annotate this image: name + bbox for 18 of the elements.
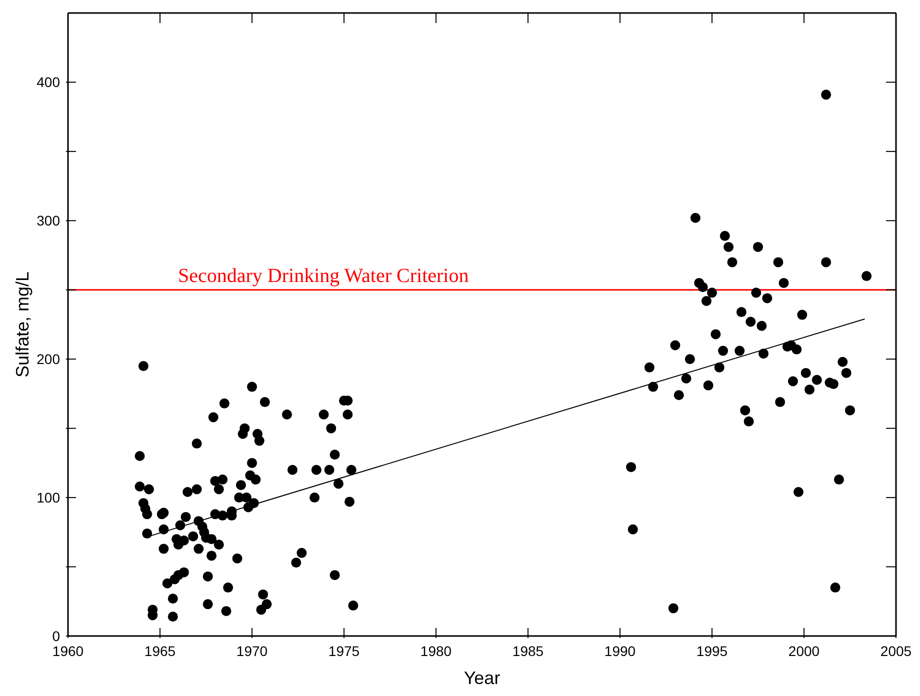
y-tick-label: 0: [52, 628, 60, 644]
x-tick-label: 1975: [328, 643, 360, 659]
x-tick-label: 1980: [420, 643, 452, 659]
x-tick-label: 1960: [52, 643, 84, 659]
y-tick-label: 300: [36, 212, 60, 229]
x-tick-label: 1965: [144, 643, 176, 659]
x-tick-label: 1990: [604, 643, 636, 659]
x-tick-label: 1970: [236, 643, 268, 659]
y-axis-title: Sulfate, mg/L: [12, 271, 32, 378]
x-tick-label: 1985: [512, 643, 544, 659]
x-axis-title: Year: [464, 668, 500, 688]
y-tick-label: 100: [36, 490, 60, 506]
y-tick-label: 200: [36, 351, 60, 368]
x-tick-label: 2000: [788, 643, 820, 659]
y-tick-label: 400: [36, 74, 60, 90]
ref-line-label: Secondary Drinking Water Criterion: [178, 264, 469, 287]
x-tick-label: 1995: [696, 643, 728, 659]
x-tick-label: 2005: [880, 643, 912, 659]
